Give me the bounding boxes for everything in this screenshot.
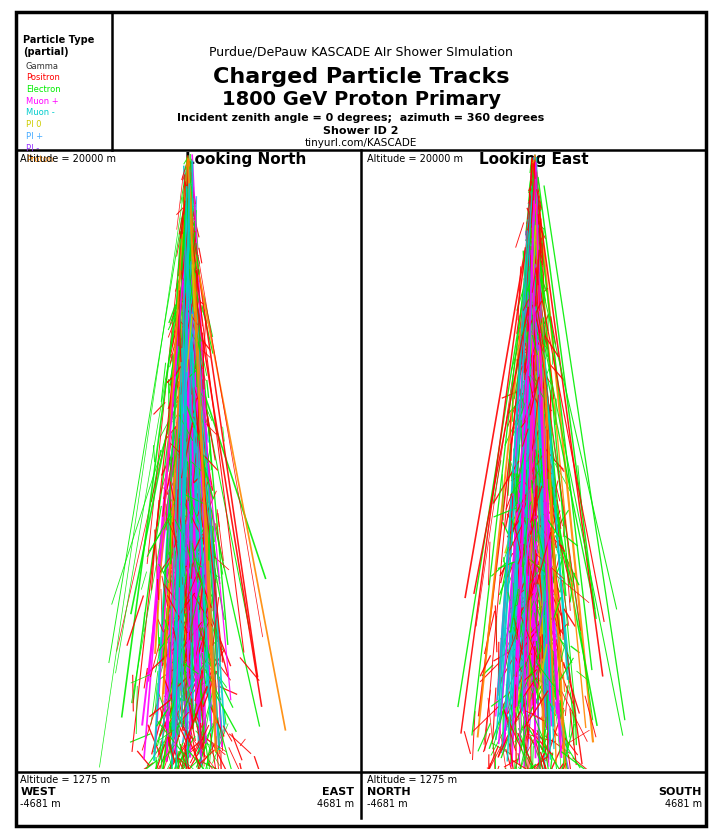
Text: 4681 m: 4681 m — [317, 798, 354, 808]
Text: Looking East: Looking East — [479, 151, 589, 166]
FancyBboxPatch shape — [16, 13, 706, 826]
Text: EAST: EAST — [322, 786, 354, 796]
Text: Particle Type
(partial): Particle Type (partial) — [23, 35, 95, 57]
Text: 4681 m: 4681 m — [665, 798, 702, 808]
Text: Altitude = 20000 m: Altitude = 20000 m — [20, 154, 116, 164]
Text: WEST: WEST — [20, 786, 56, 796]
Text: NORTH: NORTH — [367, 786, 410, 796]
Text: Charged Particle Tracks: Charged Particle Tracks — [213, 67, 509, 87]
Text: Altitude = 1275 m: Altitude = 1275 m — [20, 774, 110, 784]
Text: Incident zenith angle = 0 degrees;  azimuth = 360 degrees: Incident zenith angle = 0 degrees; azimu… — [178, 113, 544, 123]
Text: Purdue/DePauw KASCADE AIr Shower SImulation: Purdue/DePauw KASCADE AIr Shower SImulat… — [209, 45, 513, 59]
Text: Altitude = 1275 m: Altitude = 1275 m — [367, 774, 457, 784]
Text: 1800 GeV Proton Primary: 1800 GeV Proton Primary — [222, 90, 500, 109]
Text: -4681 m: -4681 m — [20, 798, 61, 808]
Text: PI -: PI - — [26, 144, 39, 152]
Text: PI 0: PI 0 — [26, 120, 41, 129]
Text: Muon -: Muon - — [26, 109, 55, 117]
Text: tinyurl.com/KASCADE: tinyurl.com/KASCADE — [305, 138, 417, 148]
Text: Looking North: Looking North — [185, 151, 306, 166]
Text: SOUTH: SOUTH — [658, 786, 702, 796]
Text: Gamma: Gamma — [26, 62, 59, 70]
Text: Positron: Positron — [26, 74, 60, 82]
Text: Proton: Proton — [26, 155, 53, 164]
Text: Electron: Electron — [26, 85, 61, 94]
Text: Shower ID 2: Shower ID 2 — [323, 125, 399, 135]
Text: Altitude = 20000 m: Altitude = 20000 m — [367, 154, 463, 164]
Text: -4681 m: -4681 m — [367, 798, 407, 808]
Text: PI +: PI + — [26, 132, 43, 140]
Text: Muon +: Muon + — [26, 97, 58, 105]
